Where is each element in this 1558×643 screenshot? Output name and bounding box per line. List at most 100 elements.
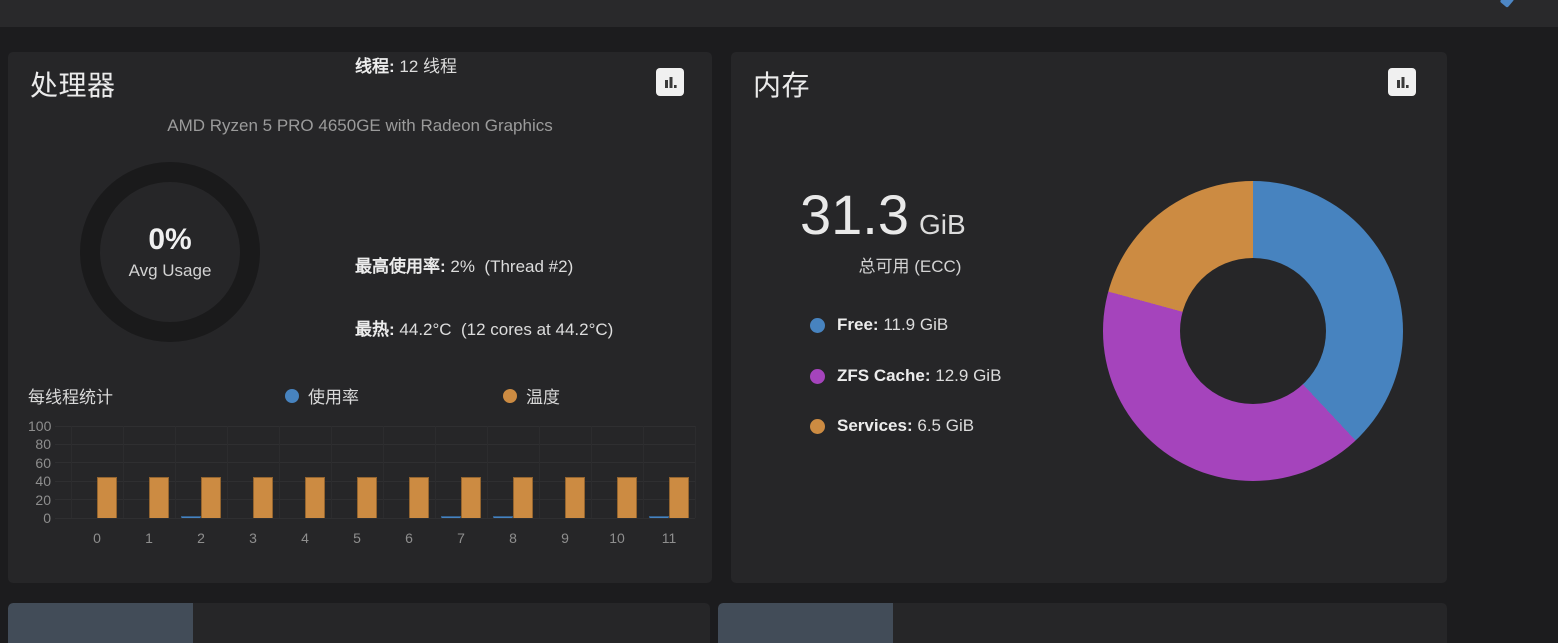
gridline [71,426,72,518]
toolbar-icon-fragment [1499,0,1515,8]
x-axis-tick-label: 10 [609,530,625,546]
thread-bar-group [331,426,383,518]
bar [357,477,377,518]
cpu-avg-usage-value: 0% [148,223,192,256]
gridline [227,426,228,518]
x-axis-tick-label: 7 [457,530,465,546]
x-axis-tick-label: 5 [353,530,361,546]
usage-legend-dot [285,388,299,403]
x-axis-tick-label: 2 [197,530,205,546]
x-axis-tick-label: 8 [509,530,517,546]
free-legend-value: 11.9 GiB [883,315,949,334]
memory-total-caption: 总可用 (ECC) [858,257,962,276]
thread-bar-group [71,426,123,518]
bar [97,477,117,518]
gridline [55,517,695,519]
bar [617,477,637,518]
thread-bar-group [279,426,331,518]
partial-graph-thumbnail [718,603,893,643]
cpu-card-title: 处理器 [30,70,116,101]
gridline [487,426,488,518]
y-axis-tick-label: 0 [43,510,51,526]
thread-bar-group [123,426,175,518]
bar [201,477,221,518]
memory-total-value: 31.3 [800,183,909,246]
bar [149,477,169,518]
thread-chart-plot-area[interactable] [55,425,696,519]
x-axis-tick-label: 3 [249,530,257,546]
bar-chart-icon [664,76,677,88]
thread-chart-x-axis: 0 1 2 3 4 5 6 7 8 9 10 11 [71,530,695,546]
thread-bar-group [383,426,435,518]
services-legend-dot [810,418,825,434]
gridline [55,462,695,464]
memory-total-unit: GiB [919,209,966,240]
top-bar [0,0,1558,27]
bar [441,516,461,518]
y-axis-tick-label: 100 [28,418,52,434]
memory-donut-chart[interactable] [1103,181,1403,481]
bar [513,477,533,518]
cpu-stat-max-usage-label: 最高使用率: [355,257,446,276]
temperature-legend-label: 温度 [526,388,560,407]
memory-card: 内存 31.3 GiB 总可用 (ECC) Free: 11.9 GiB ZFS… [731,52,1447,583]
cpu-stat-threads-label: 线程: [355,57,395,76]
thread-bar-group [487,426,539,518]
services-legend-value: 6.5 GiB [917,416,975,435]
usage-legend-label: 使用率 [308,388,359,407]
memory-chart-options-button[interactable] [1388,68,1416,96]
gridline [383,426,384,518]
y-axis-tick-label: 80 [35,436,51,453]
thread-bar-group [435,426,487,518]
gridline [643,426,644,518]
partial-card-bottom-left [8,603,710,643]
legend-item-zfs-cache[interactable]: ZFS Cache: 12.9 GiB [810,366,1001,386]
memory-total: 31.3 GiB [800,182,966,247]
bar [253,477,273,518]
cpu-card: 处理器 AMD Ryzen 5 PRO 4650GE with Radeon G… [8,52,712,583]
cpu-chart-options-button[interactable] [656,68,684,96]
free-legend-label: Free: [837,315,879,334]
cpu-stat-hottest-value: 44.2°C (12 cores at 44.2°C) [399,320,614,339]
bar [493,516,513,518]
gridline [279,426,280,518]
memory-donut-hole [1180,258,1326,404]
x-axis-tick-label: 11 [661,530,677,546]
legend-item-temperature[interactable]: 温度 [503,383,560,408]
thread-bar-group [175,426,227,518]
gridline [175,426,176,518]
cpu-stat-max-usage-value: 2% (Thread #2) [450,257,574,276]
bar [649,516,669,518]
legend-item-usage[interactable]: 使用率 [285,383,359,408]
thread-bar-chart[interactable]: 0 20 40 60 80 100 [28,418,696,526]
bar [409,477,429,518]
legend-item-free[interactable]: Free: 11.9 GiB [810,315,948,335]
bar [461,477,481,518]
gridline [591,426,592,518]
services-legend-label: Services: [837,416,913,435]
partial-graph-thumbnail [8,603,193,643]
y-axis-tick-label: 60 [35,454,51,471]
gridline [123,426,124,518]
bar [181,516,201,518]
bar [305,477,325,518]
cpu-stat-max-usage: 最高使用率: 2% (Thread #2) [355,252,573,277]
gridline [539,426,540,518]
thread-chart-y-axis: 0 20 40 60 80 100 [28,418,51,526]
x-axis-tick-label: 4 [301,530,309,546]
zfs-cache-legend-label: ZFS Cache: [837,366,931,385]
gridline [435,426,436,518]
temperature-legend-dot [503,388,517,403]
cpu-stat-hottest-label: 最热: [355,320,395,339]
gridline [55,443,695,445]
zfs-cache-legend-value: 12.9 GiB [935,366,1002,385]
thread-chart-title: 每线程统计 [28,388,113,407]
y-axis-tick-label: 40 [35,473,51,490]
legend-item-services[interactable]: Services: 6.5 GiB [810,416,974,436]
free-legend-dot [810,317,825,333]
gridline [331,426,332,518]
x-axis-tick-label: 1 [145,530,153,546]
x-axis-tick-label: 6 [405,530,413,546]
bar [565,477,585,518]
zfs-cache-legend-dot [810,368,825,384]
